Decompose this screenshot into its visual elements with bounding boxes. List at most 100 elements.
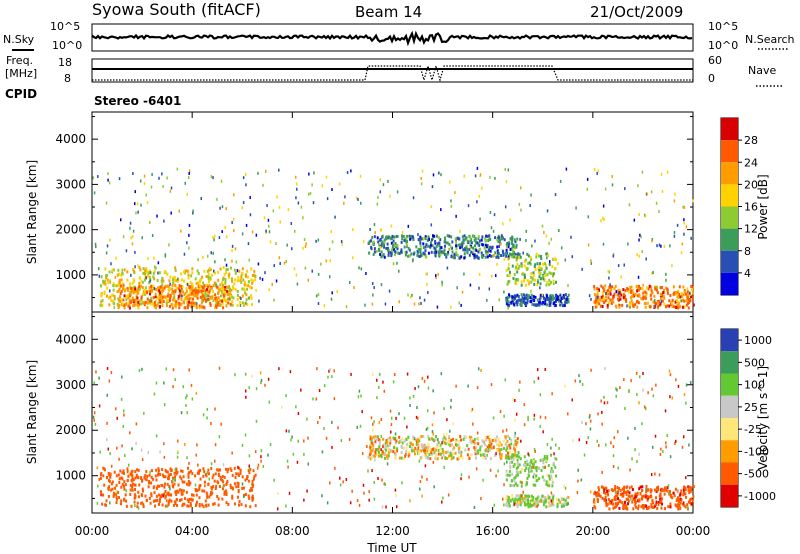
echo-cell xyxy=(512,458,515,462)
echo-cell xyxy=(673,292,676,296)
echo-cell xyxy=(210,492,213,496)
echo-cell xyxy=(534,466,537,470)
echo-cell xyxy=(603,499,606,503)
echo-cell xyxy=(639,485,642,489)
echo-cell xyxy=(410,446,413,450)
echo-cell xyxy=(535,498,538,502)
echo-cell xyxy=(567,495,570,499)
echo-cell xyxy=(544,457,547,461)
echo-cell xyxy=(434,456,437,460)
echo-cell xyxy=(507,295,510,299)
echo-cell xyxy=(477,235,480,239)
echo-cell xyxy=(96,501,99,505)
echo-cell xyxy=(208,284,211,288)
echo-cell xyxy=(546,457,549,461)
echo-cell xyxy=(116,446,118,450)
echo-cell xyxy=(459,229,461,233)
echo-cell xyxy=(286,459,289,463)
echo-cell xyxy=(662,291,665,295)
echo-cell xyxy=(679,497,682,501)
echo-cell xyxy=(606,292,609,296)
echo-cell xyxy=(614,497,617,501)
echo-cell xyxy=(194,474,197,478)
echo-cell xyxy=(186,306,189,310)
echo-cell xyxy=(323,427,325,431)
echo-cell xyxy=(507,501,510,505)
echo-cell xyxy=(159,497,162,501)
echo-cell xyxy=(113,302,116,306)
echo-cell xyxy=(429,457,432,461)
echo-cell xyxy=(419,238,422,242)
echo-cell xyxy=(540,257,543,261)
echo-cell xyxy=(635,284,638,288)
echo-cell xyxy=(102,279,105,283)
echo-cell xyxy=(161,468,164,472)
echo-cell xyxy=(394,245,397,249)
velocity-colorbar: Velocity [m s^-1] 100050010025-25-100-50… xyxy=(720,328,776,508)
echo-cell xyxy=(377,454,380,458)
echo-cell xyxy=(181,492,184,496)
echo-cell xyxy=(164,496,167,500)
echo-cell xyxy=(248,296,250,300)
echo-cell xyxy=(515,499,518,503)
echo-cell xyxy=(194,287,197,291)
echo-cell xyxy=(426,449,429,453)
echo-cell xyxy=(125,301,128,305)
echo-cell xyxy=(530,293,533,297)
echo-cell xyxy=(679,506,682,510)
echo-cell xyxy=(106,273,109,277)
echo-cell xyxy=(141,478,144,482)
echo-cell xyxy=(100,300,103,304)
echo-cell xyxy=(628,305,631,309)
echo-cell xyxy=(119,502,122,506)
echo-cell xyxy=(682,501,685,505)
echo-cell xyxy=(522,279,525,283)
echo-cell xyxy=(184,497,187,501)
echo-cell xyxy=(232,285,235,289)
echo-cell xyxy=(448,234,451,238)
echo-cell xyxy=(387,248,390,252)
echo-cell xyxy=(379,238,382,242)
echo-cell xyxy=(669,293,672,297)
echo-cell xyxy=(152,477,155,481)
echo-cell xyxy=(508,469,511,473)
echo-cell xyxy=(445,450,448,454)
echo-cell xyxy=(469,246,472,250)
echo-cell xyxy=(627,242,629,246)
echo-cell xyxy=(534,263,537,267)
echo-cell xyxy=(166,499,168,503)
echo-cell xyxy=(456,457,459,461)
echo-cell xyxy=(539,415,542,419)
echo-cell xyxy=(208,477,211,481)
echo-cell xyxy=(650,297,653,301)
echo-cell xyxy=(564,499,567,503)
echo-cell xyxy=(183,480,186,484)
echo-cell xyxy=(427,442,430,446)
echo-cell xyxy=(526,296,529,300)
echo-cell xyxy=(168,279,171,283)
echo-cell xyxy=(387,437,390,441)
echo-cell xyxy=(417,443,420,447)
echo-cell xyxy=(103,483,106,487)
echo-cell xyxy=(204,499,207,503)
echo-cell xyxy=(453,256,456,260)
echo-cell xyxy=(561,502,564,506)
echo-cell xyxy=(426,375,429,379)
echo-cell xyxy=(361,452,364,456)
echo-cell xyxy=(653,488,656,492)
echo-cell xyxy=(374,458,376,462)
echo-cell xyxy=(428,437,431,441)
echo-cell xyxy=(553,456,556,460)
echo-cell xyxy=(683,290,686,294)
echo-cell xyxy=(505,296,508,300)
echo-cell xyxy=(442,496,444,500)
echo-cell xyxy=(175,470,178,474)
echo-cell xyxy=(266,204,268,208)
echo-cell xyxy=(504,251,507,255)
echo-cell xyxy=(219,303,222,307)
echo-cell xyxy=(149,271,152,275)
echo-cell xyxy=(684,292,687,296)
colorbar-swatch xyxy=(721,118,738,141)
echo-cell xyxy=(210,462,213,466)
echo-cell xyxy=(392,262,395,266)
